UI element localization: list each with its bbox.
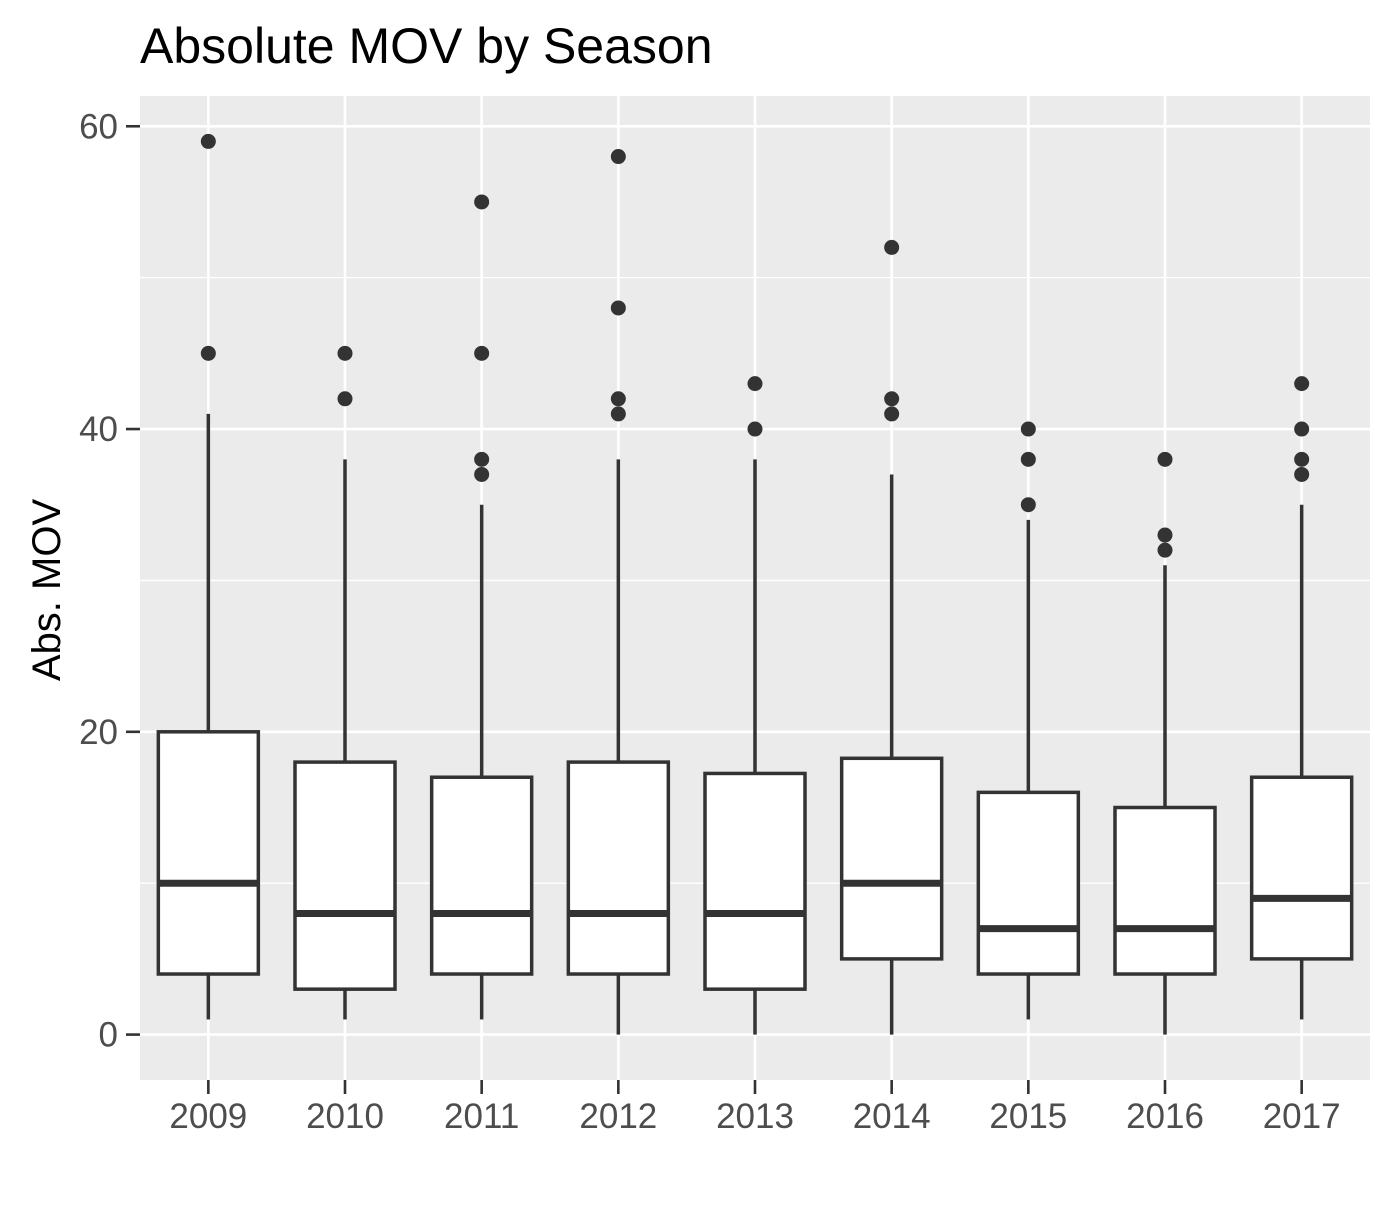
boxes — [156, 133, 1354, 1035]
outlier-point — [1157, 527, 1173, 543]
outlier-point — [1157, 542, 1173, 558]
iqr-box — [293, 760, 397, 991]
outlier-point — [884, 406, 900, 422]
y-tick-label: 20 — [79, 713, 118, 752]
outlier-point — [200, 345, 216, 361]
outlier-point — [884, 391, 900, 407]
outlier-point — [1294, 451, 1310, 467]
x-tick-label: 2009 — [169, 1097, 247, 1136]
outlier-point — [474, 345, 490, 361]
x-tick-label: 2015 — [989, 1097, 1067, 1136]
iqr-box — [156, 730, 261, 976]
outlier-point — [1020, 497, 1036, 513]
outlier-point — [1020, 451, 1036, 467]
y-tick-label: 60 — [79, 107, 118, 146]
iqr-box — [1113, 805, 1217, 976]
y-tick-label: 40 — [79, 410, 118, 449]
outlier-point — [610, 149, 626, 165]
box-2009 — [156, 133, 261, 1020]
x-tick-label: 2014 — [853, 1097, 931, 1136]
iqr-box — [1249, 775, 1354, 961]
box-2013 — [703, 376, 807, 1035]
x-tick-label: 2013 — [716, 1097, 794, 1136]
outlier-point — [747, 376, 763, 392]
outlier-point — [1294, 376, 1310, 392]
outlier-point — [1157, 451, 1173, 467]
outlier-point — [1020, 421, 1036, 437]
iqr-box — [976, 790, 1081, 976]
outlier-point — [747, 421, 763, 437]
outlier-point — [610, 406, 626, 422]
iqr-box — [566, 760, 671, 976]
box-2015 — [976, 421, 1081, 1020]
outlier-point — [200, 133, 216, 149]
outlier-point — [610, 300, 626, 316]
box-2010 — [293, 345, 397, 1020]
chart-title: Absolute MOV by Season — [140, 18, 713, 74]
outlier-point — [337, 391, 353, 407]
outlier-point — [474, 451, 490, 467]
x-tick-label: 2010 — [306, 1097, 384, 1136]
outlier-point — [1294, 466, 1310, 482]
y-tick-label: 0 — [99, 1016, 118, 1055]
iqr-box — [429, 775, 534, 976]
x-tick-label: 2012 — [579, 1097, 657, 1136]
outlier-point — [337, 345, 353, 361]
outlier-point — [610, 391, 626, 407]
x-tick-label: 2011 — [444, 1097, 519, 1136]
iqr-box — [703, 771, 807, 991]
x-tick-label: 2016 — [1126, 1097, 1204, 1136]
y-axis-label: Abs. MOV — [25, 499, 69, 682]
box-2016 — [1113, 451, 1217, 1035]
box-2014 — [839, 239, 944, 1035]
x-tick-label: 2017 — [1263, 1097, 1341, 1136]
box-2017 — [1249, 376, 1354, 1020]
outlier-point — [884, 239, 900, 255]
box-2011 — [429, 194, 534, 1020]
outlier-point — [474, 466, 490, 482]
axes: 0 20 40 60 2009 2010 2011 2012 2013 2014 2015 2016 2… — [79, 107, 1341, 1136]
iqr-box — [839, 756, 944, 961]
outlier-point — [474, 194, 490, 210]
box-2012 — [566, 149, 671, 1035]
outlier-point — [1294, 421, 1310, 437]
